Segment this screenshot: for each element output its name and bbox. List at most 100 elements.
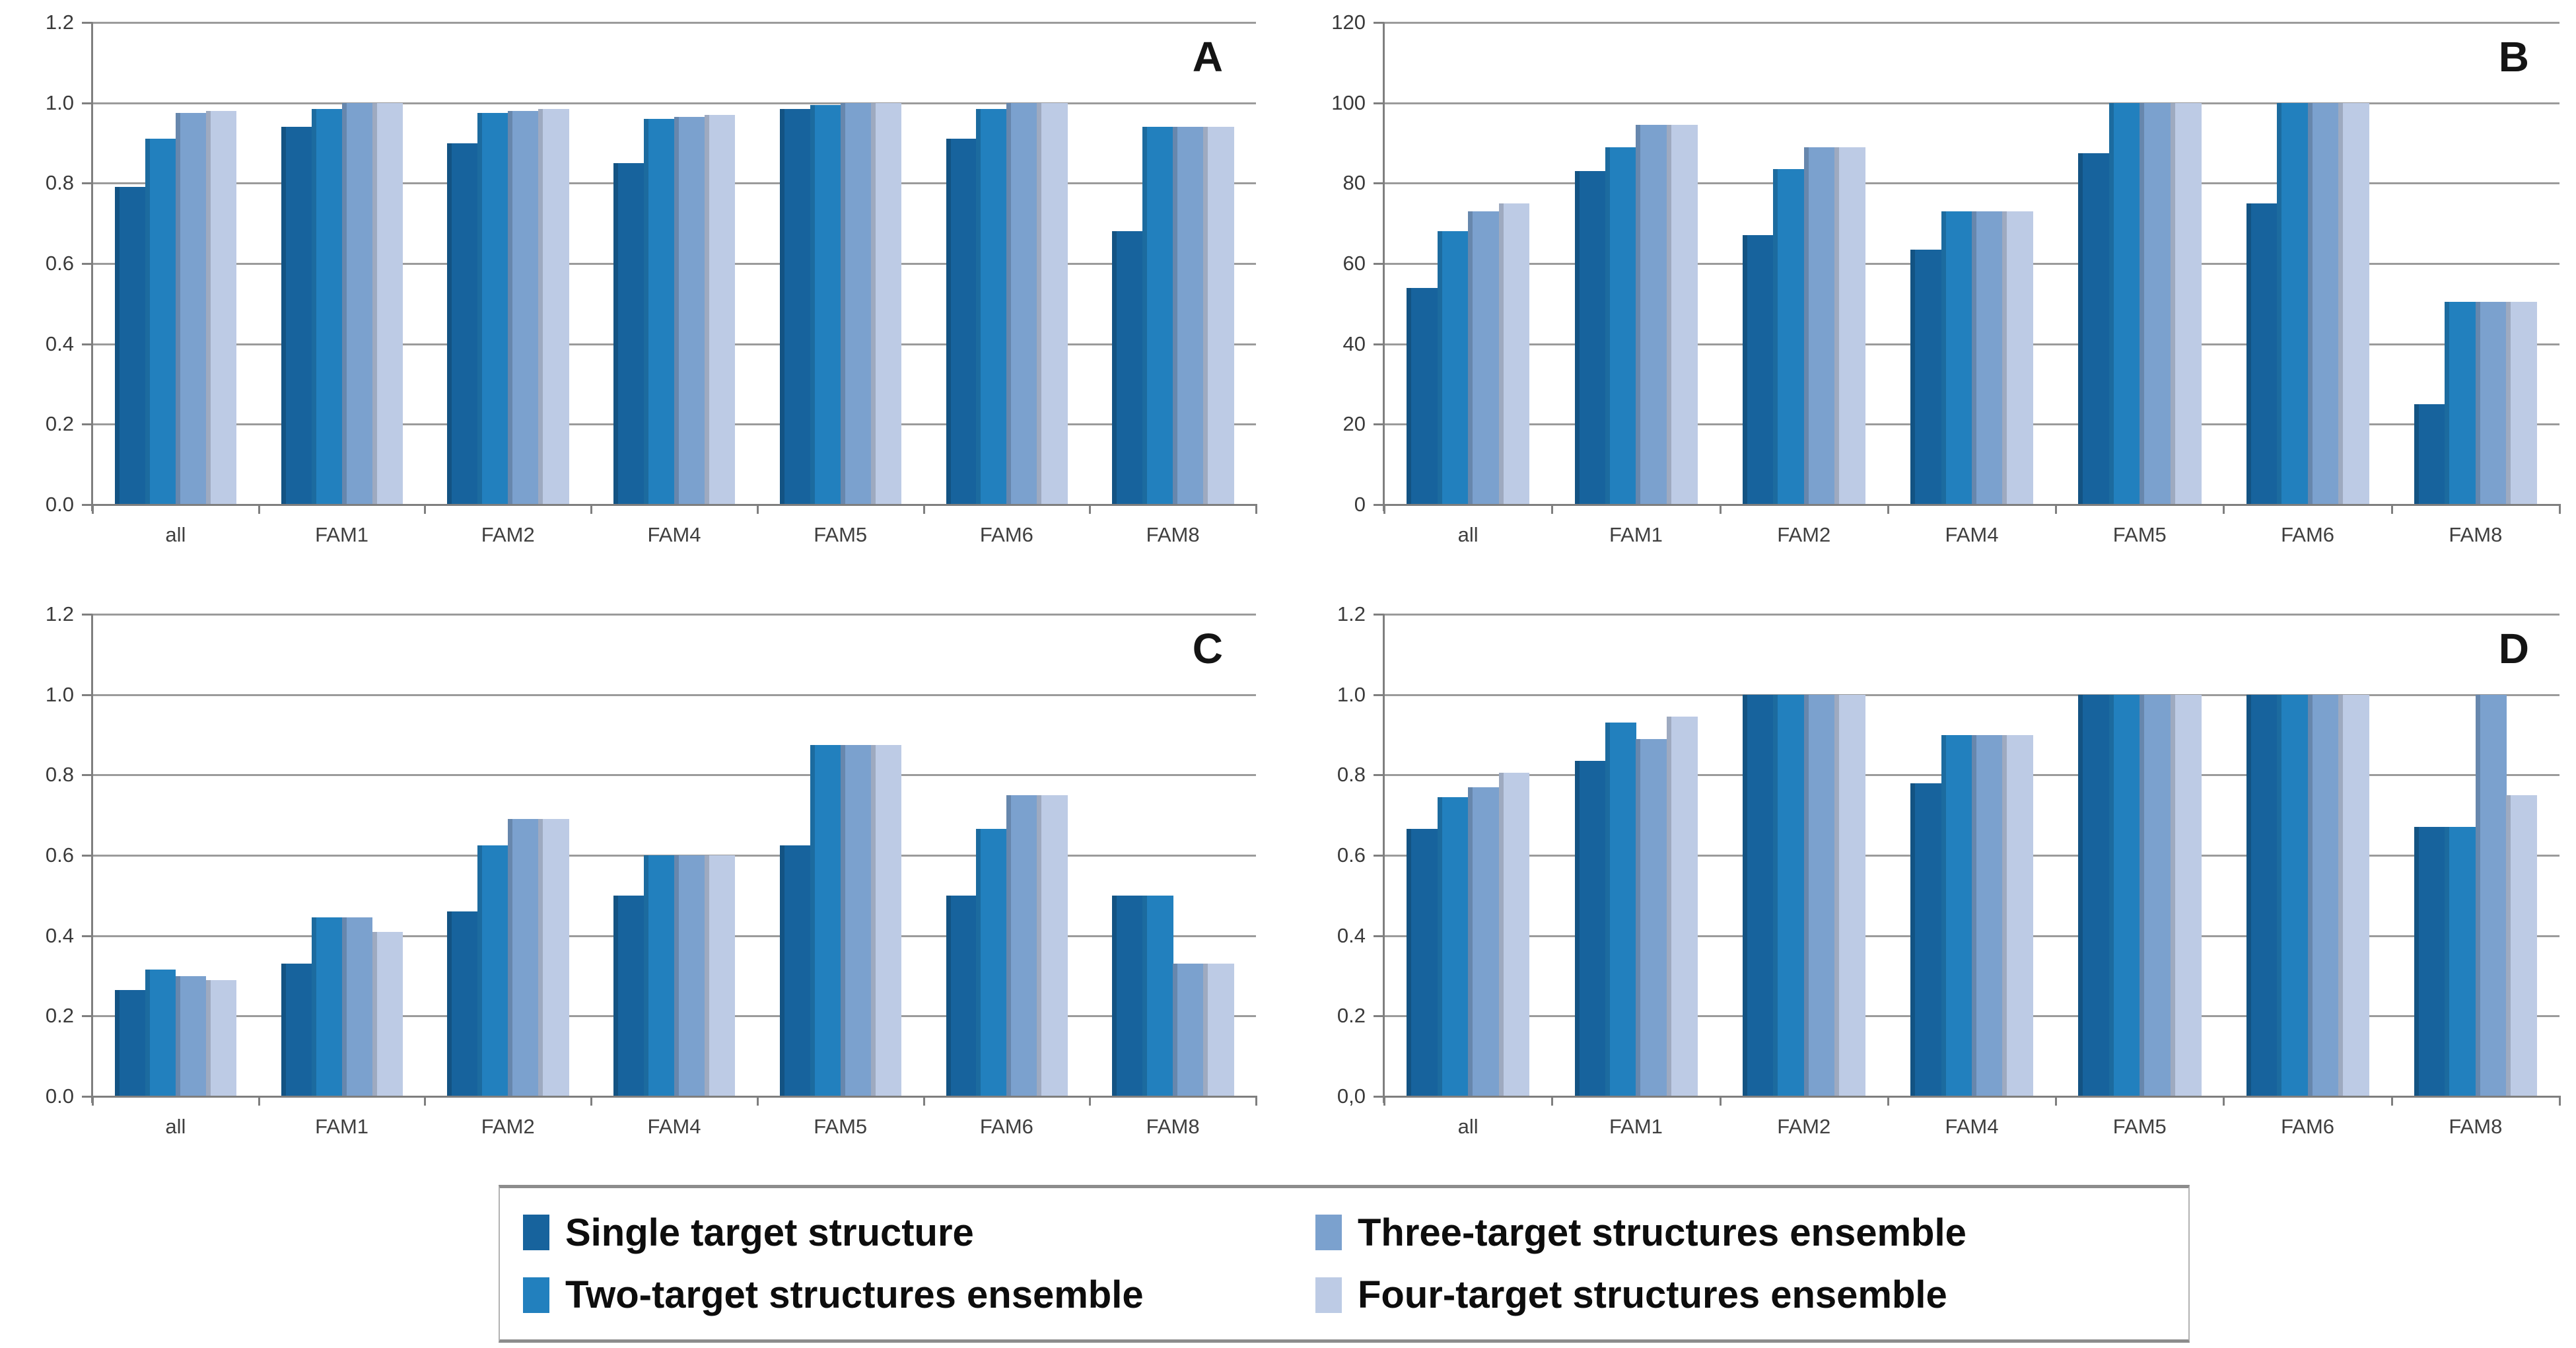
bar-A-FAM6-series3 [1006,102,1037,505]
bar-D-FAM4-series4 [2002,734,2034,1096]
bar-A-FAM2-series4 [538,108,569,505]
y-tick-label: 0.2 [45,412,74,436]
gridline [92,693,1256,696]
bar-C-FAM2-series3 [508,819,539,1096]
legend-item-four-target: Four-target structures ensemble [1315,1273,2169,1317]
y-tick-label: 120 [1331,11,1366,34]
bar-D-FAM6-series4 [2338,694,2369,1096]
bar-C-FAM8-series3 [1173,964,1204,1096]
bar-C-FAM2-series2 [477,845,508,1096]
bar-C-FAM1-series1 [281,964,312,1096]
legend: Single target structure Two-target struc… [499,1185,2190,1343]
y-tick-label: 0.6 [45,252,74,275]
bar-D-FAM6-series3 [2307,694,2339,1096]
x-tick-label: all [1457,1115,1479,1138]
y-tick-label: 0.0 [45,1084,74,1108]
bar-C-FAM1-series3 [341,917,372,1096]
bar-C-FAM4-series3 [674,855,705,1096]
y-tick-mark [1374,263,1384,265]
x-tick-label: FAM2 [1777,523,1831,546]
x-tick-label: FAM1 [1609,523,1663,546]
y-axis-line [1383,22,1385,511]
bar-C-FAM6-series1 [946,895,977,1096]
bar-A-FAM1-series2 [311,108,343,505]
bar-B-all-series1 [1407,287,1438,505]
bar-D-all-series2 [1437,797,1469,1096]
y-tick-label: 60 [1342,252,1366,275]
bar-A-FAM5-series3 [840,102,872,505]
bar-D-FAM4-series3 [1972,734,2003,1096]
bar-B-FAM8-series4 [2506,301,2538,505]
bar-B-FAM8-series3 [2475,301,2507,505]
x-tick-label: FAM4 [1945,523,1999,546]
gridline [1384,693,2559,696]
bar-C-FAM8-series1 [1112,895,1143,1096]
bar-C-all-series1 [114,989,146,1096]
y-tick-mark [82,182,92,185]
bar-C-FAM5-series1 [779,845,811,1096]
legend-label-four-target: Four-target structures ensemble [1358,1273,1947,1317]
y-tick-label: 0.2 [45,1004,74,1028]
bar-B-FAM5-series2 [2108,102,2140,505]
bar-A-FAM6-series1 [946,139,977,505]
gridline [92,614,1256,616]
x-tick-label: FAM8 [2449,523,2503,546]
bar-C-all-series4 [205,979,237,1096]
y-tick-label: 20 [1342,412,1366,436]
x-tick-label: FAM2 [481,523,535,546]
bar-A-FAM5-series4 [870,102,902,505]
y-tick-label: 1.2 [45,11,74,34]
bar-D-FAM8-series2 [2445,827,2476,1096]
x-tick-label: FAM4 [1945,1115,1999,1138]
x-tick-mark [2055,505,2058,514]
legend-swatch-three-target-icon [1315,1215,1342,1251]
panel-letter-d: D [2498,625,2529,672]
x-tick-mark [258,1096,260,1106]
bar-A-FAM4-series2 [644,119,675,505]
gridline [92,102,1256,104]
bar-B-FAM6-series2 [2277,102,2309,505]
y-tick-label: 80 [1342,171,1366,195]
bar-A-FAM6-series4 [1037,102,1068,505]
bar-A-all-series2 [145,139,176,505]
y-tick-label: 100 [1331,90,1366,114]
bar-A-all-series1 [114,187,146,505]
bar-C-FAM4-series2 [644,855,675,1096]
gridline [1384,22,2559,24]
bar-A-FAM5-series1 [779,108,811,505]
x-tick-mark [922,505,925,514]
bar-D-FAM4-series1 [1910,783,1942,1096]
x-tick-label: FAM2 [1777,1115,1831,1138]
x-tick-label: FAM2 [481,1115,535,1138]
legend-label-three-target: Three-target structures ensemble [1358,1211,1967,1254]
y-tick-label: 0.8 [45,171,74,195]
bar-A-FAM5-series2 [810,104,841,505]
y-tick-mark [1374,423,1384,426]
legend-item-two-target: Two-target structures ensemble [523,1273,1315,1317]
y-tick-label: 1.0 [45,682,74,706]
panel-b: B 120 100 80 60 40 20 0 all FAM1 FAM2 FAM4 FAM5 FAM6… [1288,3,2575,584]
bar-A-FAM1-series4 [372,102,403,505]
x-tick-mark [1255,505,1257,514]
y-tick-mark [1374,1015,1384,1018]
y-tick-label: 1.2 [1337,602,1366,625]
y-tick-label: 0 [1354,493,1366,516]
panel-d: D 1.2 1.0 0.8 0.6 0.4 0.2 0,0 all FAM1 FAM2 FAM4 FA… [1288,594,2575,1176]
gridline [1384,614,2559,616]
y-tick-mark [82,263,92,265]
bar-C-FAM5-series2 [810,744,841,1096]
bar-A-all-series3 [175,112,207,505]
bar-D-FAM4-series2 [1941,734,1972,1096]
x-tick-mark [2223,505,2225,514]
y-tick-mark [82,1015,92,1018]
bar-B-FAM4-series3 [1972,211,2003,505]
bar-D-FAM8-series3 [2475,694,2507,1096]
x-tick-label: FAM4 [647,523,701,546]
panel-c: C 1.2 1.0 0.8 0.6 0.4 0.2 0.0 all FAM1 FAM2 FAM4 FA… [0,594,1288,1176]
x-tick-mark [2390,505,2393,514]
x-tick-mark [92,1096,94,1106]
x-tick-label: FAM1 [315,523,369,546]
x-tick-label: FAM6 [2281,523,2335,546]
y-tick-label: 0.6 [1337,843,1366,867]
y-tick-label: 0.8 [45,763,74,787]
